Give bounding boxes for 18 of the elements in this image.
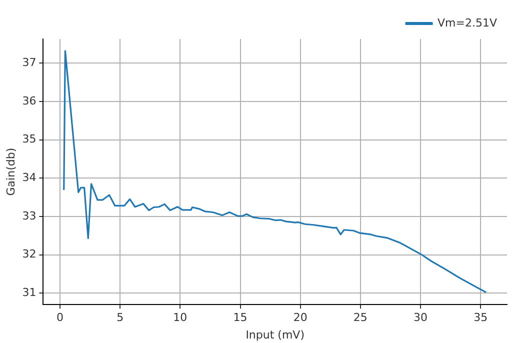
x-tick-label: 5 [116, 311, 124, 324]
x-axis-title: Input (mV) [246, 328, 305, 342]
y-tick-label: 32 [22, 248, 36, 261]
x-tick-label: 10 [173, 311, 188, 324]
y-tick-label: 34 [22, 170, 36, 184]
y-tick-label: 35 [22, 132, 36, 146]
y-tick-label: 33 [22, 209, 36, 222]
x-tick-label: 20 [293, 311, 308, 324]
x-tick-label: 30 [413, 311, 428, 324]
y-tick-label: 37 [22, 56, 36, 70]
x-tick-label: 25 [353, 311, 368, 324]
y-tick-label: 36 [22, 94, 36, 108]
legend-label: Vm=2.51V [438, 16, 498, 30]
x-tick-label: 0 [56, 311, 64, 324]
y-axis-title: Gain(db) [4, 148, 18, 196]
x-tick-label: 35 [474, 311, 488, 324]
x-tick-label: 15 [233, 311, 248, 324]
y-tick-label: 31 [22, 286, 36, 299]
